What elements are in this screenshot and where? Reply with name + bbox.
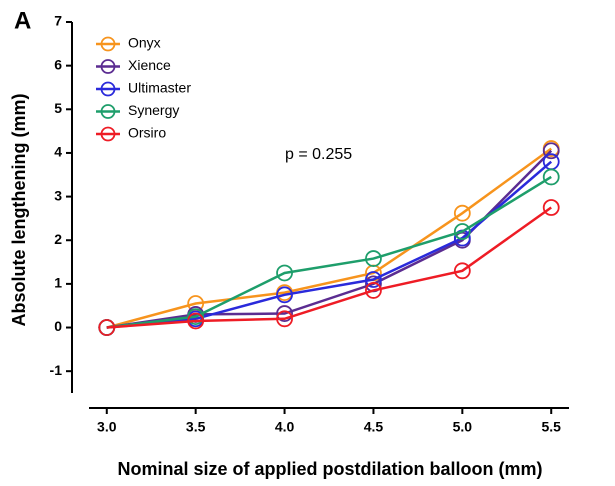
legend-marker (100, 36, 116, 52)
series-line (106, 175, 552, 329)
data-point (276, 305, 293, 322)
data-point (542, 199, 560, 216)
data-point (187, 308, 205, 326)
data-point (187, 312, 205, 330)
y-tick-label: 6 (54, 56, 62, 72)
data-point (365, 271, 382, 288)
y-tick-label: 1 (54, 275, 62, 291)
data-point (98, 319, 116, 336)
legend-marker (100, 81, 116, 97)
legend-marker (100, 104, 116, 119)
legend-label: Ultimaster (128, 80, 191, 96)
x-tick-label: 4.5 (364, 419, 384, 435)
data-point (276, 310, 293, 328)
legend-label: Onyx (128, 35, 161, 51)
legend-marker (100, 126, 116, 142)
legend-label: Xience (128, 57, 171, 73)
legend-marker (100, 59, 116, 74)
y-tick-label: -1 (50, 362, 63, 378)
y-tick-label: 0 (54, 318, 62, 334)
data-point (453, 204, 471, 222)
x-tick-label: 3.0 (97, 419, 117, 435)
x-axis-title: Nominal size of applied postdilation bal… (117, 459, 542, 479)
data-point (453, 223, 471, 240)
y-tick-label: 5 (54, 100, 62, 116)
series-line (106, 206, 552, 329)
x-tick-label: 4.0 (275, 419, 295, 435)
data-point (365, 250, 382, 267)
y-tick-label: 2 (54, 231, 62, 247)
annotation: p = 0.255 (285, 146, 352, 163)
y-tick-label: 3 (54, 187, 62, 203)
x-tick-label: 5.5 (541, 419, 561, 435)
y-axis-title: Absolute lengthening (mm) (9, 94, 29, 327)
legend-label: Synergy (128, 102, 179, 118)
data-point (276, 264, 293, 282)
x-tick-label: 5.0 (453, 419, 473, 435)
series-line (106, 149, 553, 329)
x-tick-label: 3.5 (186, 419, 206, 435)
data-point (542, 142, 560, 160)
data-point (365, 282, 382, 299)
y-tick-label: 7 (54, 13, 62, 29)
data-point (542, 168, 560, 186)
panel-label: A (14, 7, 31, 34)
series-line (106, 147, 552, 329)
data-point (276, 286, 293, 304)
data-point (453, 262, 471, 280)
y-tick-label: 4 (54, 144, 62, 160)
legend-label: Orsiro (128, 125, 166, 141)
series-line (106, 160, 553, 329)
